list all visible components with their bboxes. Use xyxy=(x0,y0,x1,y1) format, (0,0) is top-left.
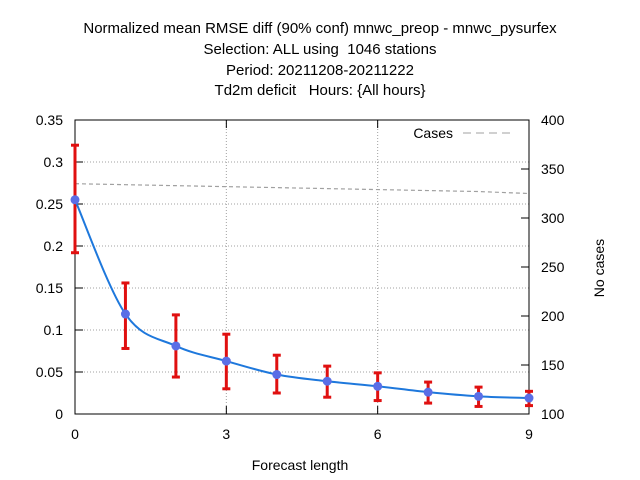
x-tick-label: 0 xyxy=(71,426,79,442)
y-tick-label: 0.05 xyxy=(36,364,63,380)
y2-axis-label: No cases xyxy=(591,239,607,297)
y-tick-label: 0 xyxy=(55,406,63,422)
data-point xyxy=(120,309,130,319)
cases-line xyxy=(74,183,530,195)
data-point xyxy=(70,195,80,205)
y-tick-label: 0.25 xyxy=(36,196,63,212)
rmse-series xyxy=(70,195,534,403)
y2-tick-label: 300 xyxy=(541,210,565,226)
rmse-line xyxy=(74,199,530,400)
y-tick-label: 0.15 xyxy=(36,280,63,296)
y2-tick-label: 200 xyxy=(541,308,565,324)
axis-layer: 0 0.05 0.1 0.15 0.2 0.25 0.3 0.35 0 3 6 9 100 150 200 2… xyxy=(36,112,565,442)
y-tick-label: 0.3 xyxy=(44,154,64,170)
cases-series xyxy=(74,183,530,195)
data-point xyxy=(474,391,484,401)
data-point xyxy=(423,387,433,397)
legend-label-cases: Cases xyxy=(413,125,453,141)
y-tick-label: 0.35 xyxy=(36,112,63,128)
grid-layer xyxy=(75,120,529,414)
data-point xyxy=(171,341,181,351)
data-point xyxy=(221,356,231,366)
data-point xyxy=(524,393,534,403)
plot-frame xyxy=(74,119,530,415)
y2-tick-label: 350 xyxy=(541,161,565,177)
y2-tick-label: 100 xyxy=(541,406,565,422)
data-point xyxy=(272,370,282,380)
y-tick-label: 0.2 xyxy=(44,238,64,254)
x-tick-label: 3 xyxy=(222,426,230,442)
chart-title-line-4: Td2m deficit Hours: {All hours} xyxy=(214,82,426,99)
legend: Cases xyxy=(413,125,511,141)
x-axis-label: Forecast length xyxy=(252,457,349,473)
y2-tick-label: 250 xyxy=(541,259,565,275)
chart-title-line-3: Period: 20211208-20211222 xyxy=(226,62,414,79)
y2-tick-label: 400 xyxy=(541,112,565,128)
chart-title-line-1: Normalized mean RMSE diff (90% conf) mnw… xyxy=(83,20,557,37)
y-tick-label: 0.1 xyxy=(44,322,64,338)
data-point xyxy=(322,376,332,386)
y2-tick-label: 150 xyxy=(541,357,565,373)
chart-title-line-2: Selection: ALL using 1046 stations xyxy=(203,41,437,58)
x-tick-label: 6 xyxy=(374,426,382,442)
data-point xyxy=(373,381,383,391)
x-tick-label: 9 xyxy=(525,426,533,442)
